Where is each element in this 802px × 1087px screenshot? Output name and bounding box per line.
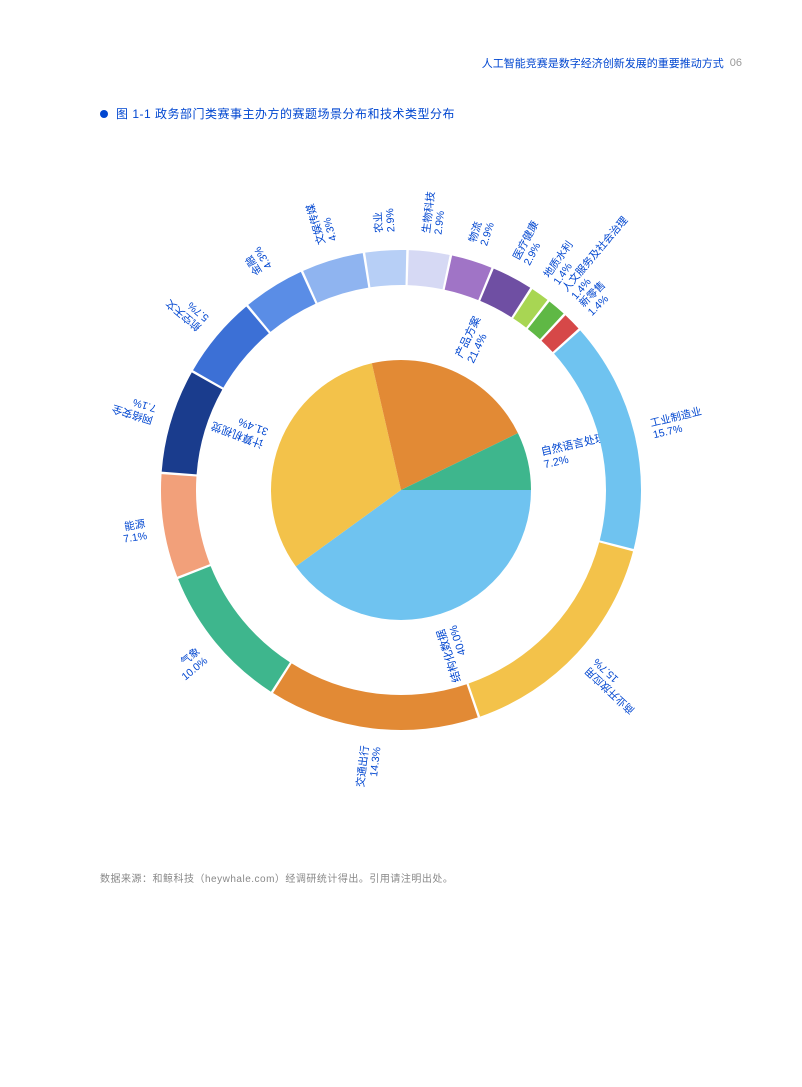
- outer-slice-label: 网络安全7.1%: [110, 390, 158, 426]
- header-text: 人工智能竞赛是数字经济创新发展的重要推动方式: [482, 55, 724, 71]
- svg-text:7.1%: 7.1%: [122, 530, 147, 545]
- outer-slice-label: 医疗健康2.9%: [510, 218, 552, 267]
- inner-slice-label: 计算机视觉31.4%: [209, 407, 270, 452]
- svg-text:2.9%: 2.9%: [384, 208, 398, 233]
- bullet-icon: [100, 110, 108, 118]
- inner-slice-label: 结构化数据40.0%: [433, 623, 476, 684]
- outer-slice: [408, 250, 450, 289]
- chart-title-row: 图 1-1 政务部门类赛事主办方的赛题场景分布和技术类型分布: [100, 105, 455, 122]
- outer-slice-label: 能源7.1%: [120, 517, 148, 545]
- outer-slice-label: 文娱传媒4.3%: [304, 198, 340, 246]
- donut-chart: 结构化数据40.0%计算机视觉31.4%产品方案21.4%自然语言处理7.2%工…: [0, 130, 802, 850]
- outer-slice-label: 生物科技2.9%: [420, 190, 450, 235]
- chart-area: 结构化数据40.0%计算机视觉31.4%产品方案21.4%自然语言处理7.2%工…: [0, 130, 802, 850]
- outer-slice-label: 气象10.0%: [171, 645, 210, 683]
- svg-text:14.3%: 14.3%: [368, 746, 383, 777]
- page-number: 06: [730, 57, 742, 69]
- outer-slice: [365, 250, 406, 287]
- outer-slice-label: 物流2.9%: [466, 217, 497, 247]
- outer-slice-label: 商业开放应用15.7%: [582, 656, 645, 717]
- data-source: 数据来源：和鲸科技（heywhale.com）经调研统计得出。引用请注明出处。: [100, 870, 453, 885]
- inner-slice-label: 产品方案21.4%: [452, 314, 495, 365]
- svg-text:自然语言处理: 自然语言处理: [539, 430, 606, 458]
- svg-text:2.9%: 2.9%: [432, 210, 447, 235]
- outer-slice: [303, 253, 368, 303]
- outer-slice-label: 农业2.9%: [371, 208, 397, 233]
- outer-slice-label: 交通出行14.3%: [354, 744, 384, 789]
- outer-slice-label: 航空天文5.7%: [163, 287, 212, 333]
- svg-text:农业: 农业: [371, 212, 385, 234]
- page-header: 人工智能竞赛是数字经济创新发展的重要推动方式 06: [482, 55, 742, 71]
- outer-slice: [273, 663, 478, 730]
- outer-slice-label: 金融4.3%: [241, 244, 275, 278]
- outer-slice: [161, 474, 210, 577]
- chart-title: 图 1-1 政务部门类赛事主办方的赛题场景分布和技术类型分布: [116, 105, 455, 122]
- outer-slice-label: 工业制造业15.7%: [649, 405, 706, 442]
